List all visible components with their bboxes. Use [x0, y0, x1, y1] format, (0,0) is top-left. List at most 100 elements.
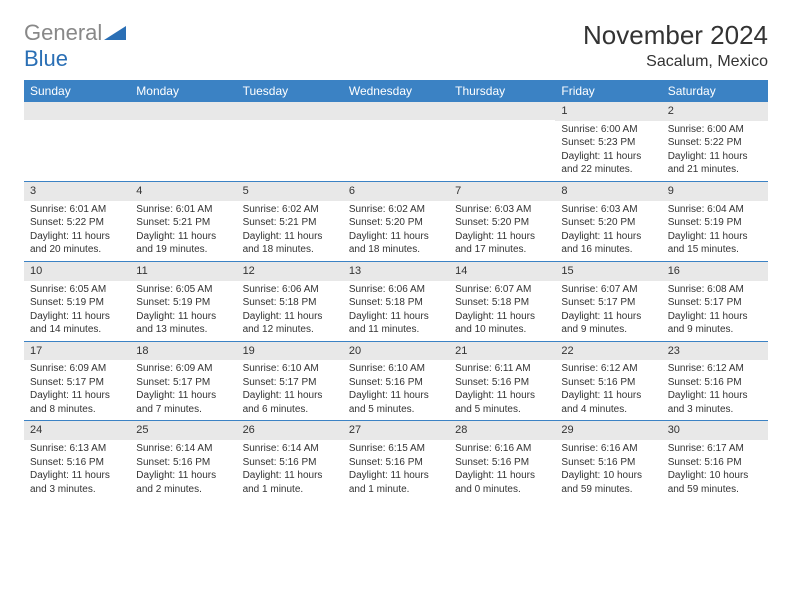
day-number: 17: [24, 342, 130, 361]
day-number: 20: [343, 342, 449, 361]
sunrise-text: Sunrise: 6:04 AM: [668, 203, 762, 217]
title-block: November 2024 Sacalum, Mexico: [583, 20, 768, 71]
day-content: Sunrise: 6:13 AMSunset: 5:16 PMDaylight:…: [24, 440, 130, 500]
day-content: Sunrise: 6:06 AMSunset: 5:18 PMDaylight:…: [343, 281, 449, 341]
day-number: 28: [449, 421, 555, 440]
day-number: 2: [662, 102, 768, 121]
day-content: Sunrise: 6:12 AMSunset: 5:16 PMDaylight:…: [662, 360, 768, 420]
day-cell: 11Sunrise: 6:05 AMSunset: 5:19 PMDayligh…: [130, 262, 236, 341]
sunrise-text: Sunrise: 6:15 AM: [349, 442, 443, 456]
day-cell: 26Sunrise: 6:14 AMSunset: 5:16 PMDayligh…: [237, 421, 343, 500]
day-number: 13: [343, 262, 449, 281]
day-cell: 3Sunrise: 6:01 AMSunset: 5:22 PMDaylight…: [24, 182, 130, 261]
day-number: 11: [130, 262, 236, 281]
sunset-text: Sunset: 5:23 PM: [561, 136, 655, 150]
sunrise-text: Sunrise: 6:00 AM: [668, 123, 762, 137]
day-cell: 7Sunrise: 6:03 AMSunset: 5:20 PMDaylight…: [449, 182, 555, 261]
day-content: Sunrise: 6:00 AMSunset: 5:23 PMDaylight:…: [555, 121, 661, 181]
day-number: 5: [237, 182, 343, 201]
day-cell: 8Sunrise: 6:03 AMSunset: 5:20 PMDaylight…: [555, 182, 661, 261]
daylight-text: Daylight: 11 hours and 2 minutes.: [136, 469, 230, 496]
sunrise-text: Sunrise: 6:01 AM: [30, 203, 124, 217]
calendar-page: General Blue November 2024 Sacalum, Mexi…: [0, 0, 792, 520]
day-content: Sunrise: 6:02 AMSunset: 5:20 PMDaylight:…: [343, 201, 449, 261]
day-number: 10: [24, 262, 130, 281]
calendar-grid: 1Sunrise: 6:00 AMSunset: 5:23 PMDaylight…: [24, 102, 768, 500]
day-content: Sunrise: 6:11 AMSunset: 5:16 PMDaylight:…: [449, 360, 555, 420]
day-content: Sunrise: 6:15 AMSunset: 5:16 PMDaylight:…: [343, 440, 449, 500]
day-number: 4: [130, 182, 236, 201]
daylight-text: Daylight: 11 hours and 1 minute.: [349, 469, 443, 496]
daylight-text: Daylight: 10 hours and 59 minutes.: [561, 469, 655, 496]
day-cell: 13Sunrise: 6:06 AMSunset: 5:18 PMDayligh…: [343, 262, 449, 341]
daylight-text: Daylight: 11 hours and 3 minutes.: [668, 389, 762, 416]
week-row: 1Sunrise: 6:00 AMSunset: 5:23 PMDaylight…: [24, 102, 768, 181]
page-title: November 2024: [583, 20, 768, 51]
daylight-text: Daylight: 11 hours and 18 minutes.: [349, 230, 443, 257]
daylight-text: Daylight: 11 hours and 11 minutes.: [349, 310, 443, 337]
day-number: 22: [555, 342, 661, 361]
day-number: 6: [343, 182, 449, 201]
week-row: 3Sunrise: 6:01 AMSunset: 5:22 PMDaylight…: [24, 181, 768, 261]
sunrise-text: Sunrise: 6:13 AM: [30, 442, 124, 456]
daylight-text: Daylight: 11 hours and 21 minutes.: [668, 150, 762, 177]
weekday-header-row: Sunday Monday Tuesday Wednesday Thursday…: [24, 80, 768, 102]
day-content: Sunrise: 6:10 AMSunset: 5:17 PMDaylight:…: [237, 360, 343, 420]
daylight-text: Daylight: 11 hours and 18 minutes.: [243, 230, 337, 257]
day-content: Sunrise: 6:17 AMSunset: 5:16 PMDaylight:…: [662, 440, 768, 500]
day-cell: 23Sunrise: 6:12 AMSunset: 5:16 PMDayligh…: [662, 342, 768, 421]
day-cell: [449, 102, 555, 181]
day-content: Sunrise: 6:14 AMSunset: 5:16 PMDaylight:…: [130, 440, 236, 500]
daylight-text: Daylight: 11 hours and 14 minutes.: [30, 310, 124, 337]
sunrise-text: Sunrise: 6:09 AM: [30, 362, 124, 376]
daylight-text: Daylight: 11 hours and 9 minutes.: [561, 310, 655, 337]
weekday-header: Saturday: [662, 80, 768, 102]
location-subtitle: Sacalum, Mexico: [583, 53, 768, 71]
daylight-text: Daylight: 11 hours and 22 minutes.: [561, 150, 655, 177]
day-number: 21: [449, 342, 555, 361]
day-cell: 6Sunrise: 6:02 AMSunset: 5:20 PMDaylight…: [343, 182, 449, 261]
sunset-text: Sunset: 5:18 PM: [349, 296, 443, 310]
sunrise-text: Sunrise: 6:03 AM: [455, 203, 549, 217]
sunrise-text: Sunrise: 6:05 AM: [30, 283, 124, 297]
week-row: 10Sunrise: 6:05 AMSunset: 5:19 PMDayligh…: [24, 261, 768, 341]
sunrise-text: Sunrise: 6:06 AM: [349, 283, 443, 297]
day-cell: 18Sunrise: 6:09 AMSunset: 5:17 PMDayligh…: [130, 342, 236, 421]
day-cell: 25Sunrise: 6:14 AMSunset: 5:16 PMDayligh…: [130, 421, 236, 500]
day-cell: 30Sunrise: 6:17 AMSunset: 5:16 PMDayligh…: [662, 421, 768, 500]
sunset-text: Sunset: 5:20 PM: [455, 216, 549, 230]
daylight-text: Daylight: 11 hours and 0 minutes.: [455, 469, 549, 496]
logo-text-blue: Blue: [24, 46, 68, 71]
day-cell: 4Sunrise: 6:01 AMSunset: 5:21 PMDaylight…: [130, 182, 236, 261]
daylight-text: Daylight: 11 hours and 10 minutes.: [455, 310, 549, 337]
daylight-text: Daylight: 11 hours and 1 minute.: [243, 469, 337, 496]
day-content: Sunrise: 6:01 AMSunset: 5:22 PMDaylight:…: [24, 201, 130, 261]
sunset-text: Sunset: 5:16 PM: [561, 376, 655, 390]
sunset-text: Sunset: 5:21 PM: [136, 216, 230, 230]
sunrise-text: Sunrise: 6:08 AM: [668, 283, 762, 297]
sunrise-text: Sunrise: 6:01 AM: [136, 203, 230, 217]
sunset-text: Sunset: 5:17 PM: [561, 296, 655, 310]
sunset-text: Sunset: 5:19 PM: [30, 296, 124, 310]
empty-day-number: [237, 102, 343, 120]
weekday-header: Tuesday: [237, 80, 343, 102]
sunset-text: Sunset: 5:16 PM: [561, 456, 655, 470]
day-content: Sunrise: 6:01 AMSunset: 5:21 PMDaylight:…: [130, 201, 236, 261]
sunset-text: Sunset: 5:19 PM: [668, 216, 762, 230]
day-cell: 27Sunrise: 6:15 AMSunset: 5:16 PMDayligh…: [343, 421, 449, 500]
sunset-text: Sunset: 5:16 PM: [668, 376, 762, 390]
day-cell: 19Sunrise: 6:10 AMSunset: 5:17 PMDayligh…: [237, 342, 343, 421]
day-number: 9: [662, 182, 768, 201]
sunrise-text: Sunrise: 6:00 AM: [561, 123, 655, 137]
day-number: 7: [449, 182, 555, 201]
sunrise-text: Sunrise: 6:12 AM: [668, 362, 762, 376]
weekday-header: Friday: [555, 80, 661, 102]
logo-triangle-icon: [104, 26, 126, 40]
daylight-text: Daylight: 11 hours and 5 minutes.: [349, 389, 443, 416]
daylight-text: Daylight: 11 hours and 13 minutes.: [136, 310, 230, 337]
sunrise-text: Sunrise: 6:02 AM: [349, 203, 443, 217]
sunrise-text: Sunrise: 6:16 AM: [455, 442, 549, 456]
sunset-text: Sunset: 5:18 PM: [243, 296, 337, 310]
sunset-text: Sunset: 5:19 PM: [136, 296, 230, 310]
sunset-text: Sunset: 5:16 PM: [243, 456, 337, 470]
